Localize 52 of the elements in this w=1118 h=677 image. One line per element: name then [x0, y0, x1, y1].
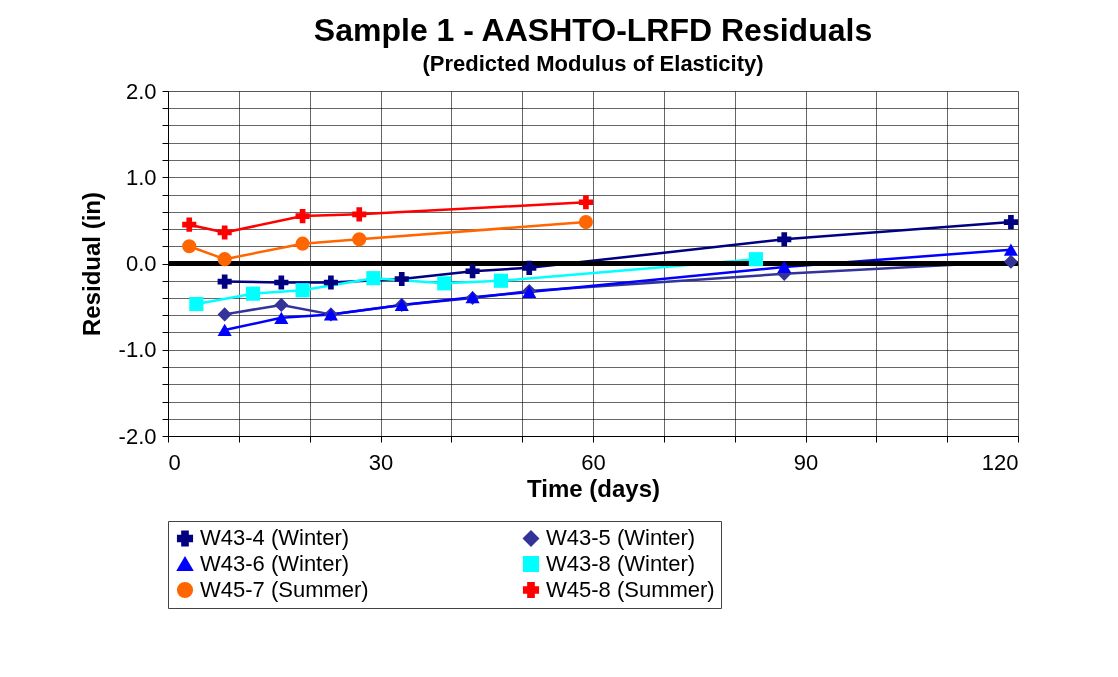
point	[217, 323, 232, 337]
point	[274, 275, 289, 290]
point	[1003, 215, 1018, 230]
point	[394, 271, 409, 287]
point	[182, 217, 197, 232]
y-axis-title: Residual (in)	[77, 191, 105, 337]
x-tick-label: 120	[981, 449, 1019, 475]
point	[274, 311, 289, 324]
point	[217, 225, 232, 240]
point	[578, 195, 593, 210]
legend-label: W45-8 (Summer)	[546, 577, 715, 602]
x-tick-label: 0	[168, 449, 181, 475]
chart-subtitle: (Predicted Modulus of Elasticity)	[422, 51, 764, 76]
y-tick-label: 0.0	[125, 251, 157, 276]
chart-title: Sample 1 - AASHTO-LRFD Residuals	[313, 12, 873, 48]
point	[217, 307, 232, 322]
point	[217, 252, 232, 267]
point	[522, 260, 537, 275]
y-tick-label: 2.0	[125, 78, 157, 104]
point	[245, 286, 261, 301]
point	[182, 239, 197, 254]
y-tick-label: -1.0	[118, 337, 157, 363]
point	[748, 252, 763, 267]
legend-label: W45-7 (Summer)	[200, 577, 369, 602]
point	[1003, 243, 1018, 256]
y-tick-label: -2.0	[118, 423, 157, 449]
x-tick-label: 90	[793, 449, 819, 475]
point	[437, 276, 452, 291]
legend-label: W43-4 (Winter)	[200, 525, 350, 551]
point	[274, 297, 289, 312]
point	[189, 296, 204, 312]
point	[1003, 254, 1018, 269]
point	[323, 275, 338, 290]
point	[777, 260, 792, 274]
x-tick-label: 60	[581, 449, 606, 475]
legend-label: W43-5 (Winter)	[546, 525, 696, 551]
point	[493, 273, 508, 288]
point	[578, 215, 593, 230]
point	[295, 236, 310, 251]
point	[217, 274, 232, 289]
y-tick-label: 1.0	[125, 164, 157, 190]
point	[465, 264, 480, 279]
x-tick-label: 30	[368, 449, 394, 475]
legend-label: W43-6 (Winter)	[200, 551, 350, 576]
point	[352, 207, 367, 222]
legend-label: W43-8 (Winter)	[546, 551, 696, 576]
x-axis-title: Time (days)	[527, 474, 660, 502]
point	[777, 232, 792, 247]
point	[295, 208, 310, 224]
point	[366, 271, 381, 286]
point	[352, 232, 367, 247]
point	[295, 283, 310, 298]
